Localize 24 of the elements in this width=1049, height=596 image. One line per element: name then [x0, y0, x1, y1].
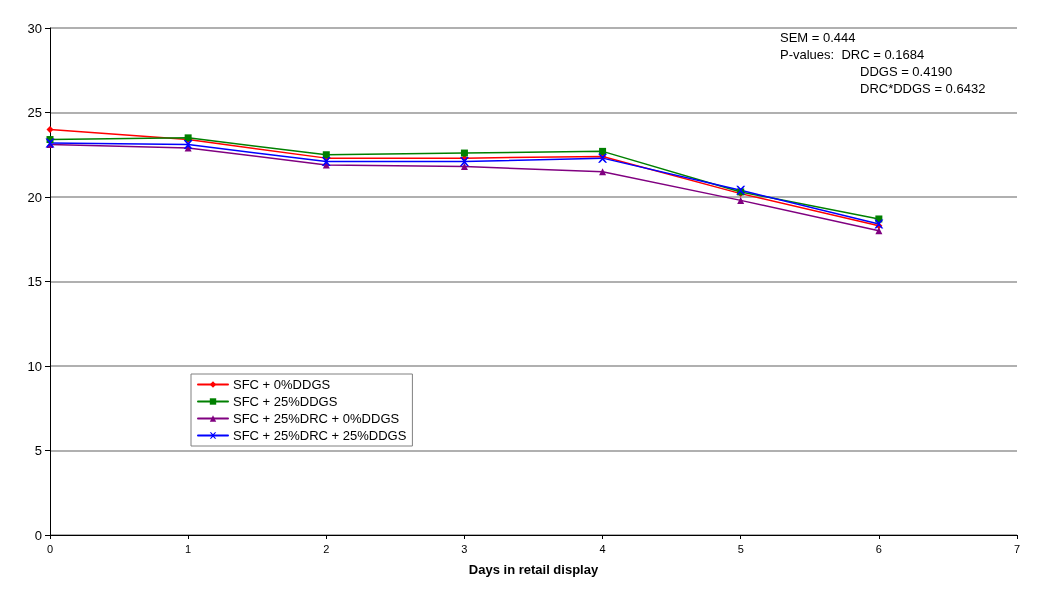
x-tick-label: 0	[46, 542, 54, 555]
x-tick-label: 4	[599, 542, 606, 555]
y-tick-label: 0	[34, 527, 42, 543]
y-tick-label: 25	[27, 105, 42, 120]
legend-label: SFC + 25%DRC + 25%DDGS	[233, 428, 407, 443]
y-tick-label: 10	[27, 358, 42, 374]
legend-label: SFC + 25%DDGS	[233, 394, 338, 409]
legend-label: SFC + 0%DDGS	[233, 377, 331, 392]
y-tick-label: 15	[27, 274, 42, 289]
y-tick-label: 20	[27, 189, 42, 205]
y-tick-label: 30	[27, 20, 42, 36]
annotation: SEM = 0.444	[780, 30, 856, 45]
annotation: P-values: DRC = 0.1684	[780, 47, 925, 62]
x-tick-label: 1	[185, 542, 192, 555]
annotation: DDGS = 0.4190	[860, 64, 953, 79]
y-tick-label: 5	[34, 443, 42, 458]
x-axis-title: Days in retail display	[468, 562, 599, 577]
x-tick-label: 2	[323, 542, 330, 555]
legend-label: SFC + 25%DRC + 0%DDGS	[233, 411, 400, 426]
x-tick-label: 7	[1013, 542, 1021, 555]
x-tick-label: 6	[875, 542, 882, 555]
x-tick-label: 5	[737, 542, 744, 555]
x-tick-label: 3	[461, 542, 468, 555]
annotation: DRC*DDGS = 0.6432	[860, 81, 986, 96]
